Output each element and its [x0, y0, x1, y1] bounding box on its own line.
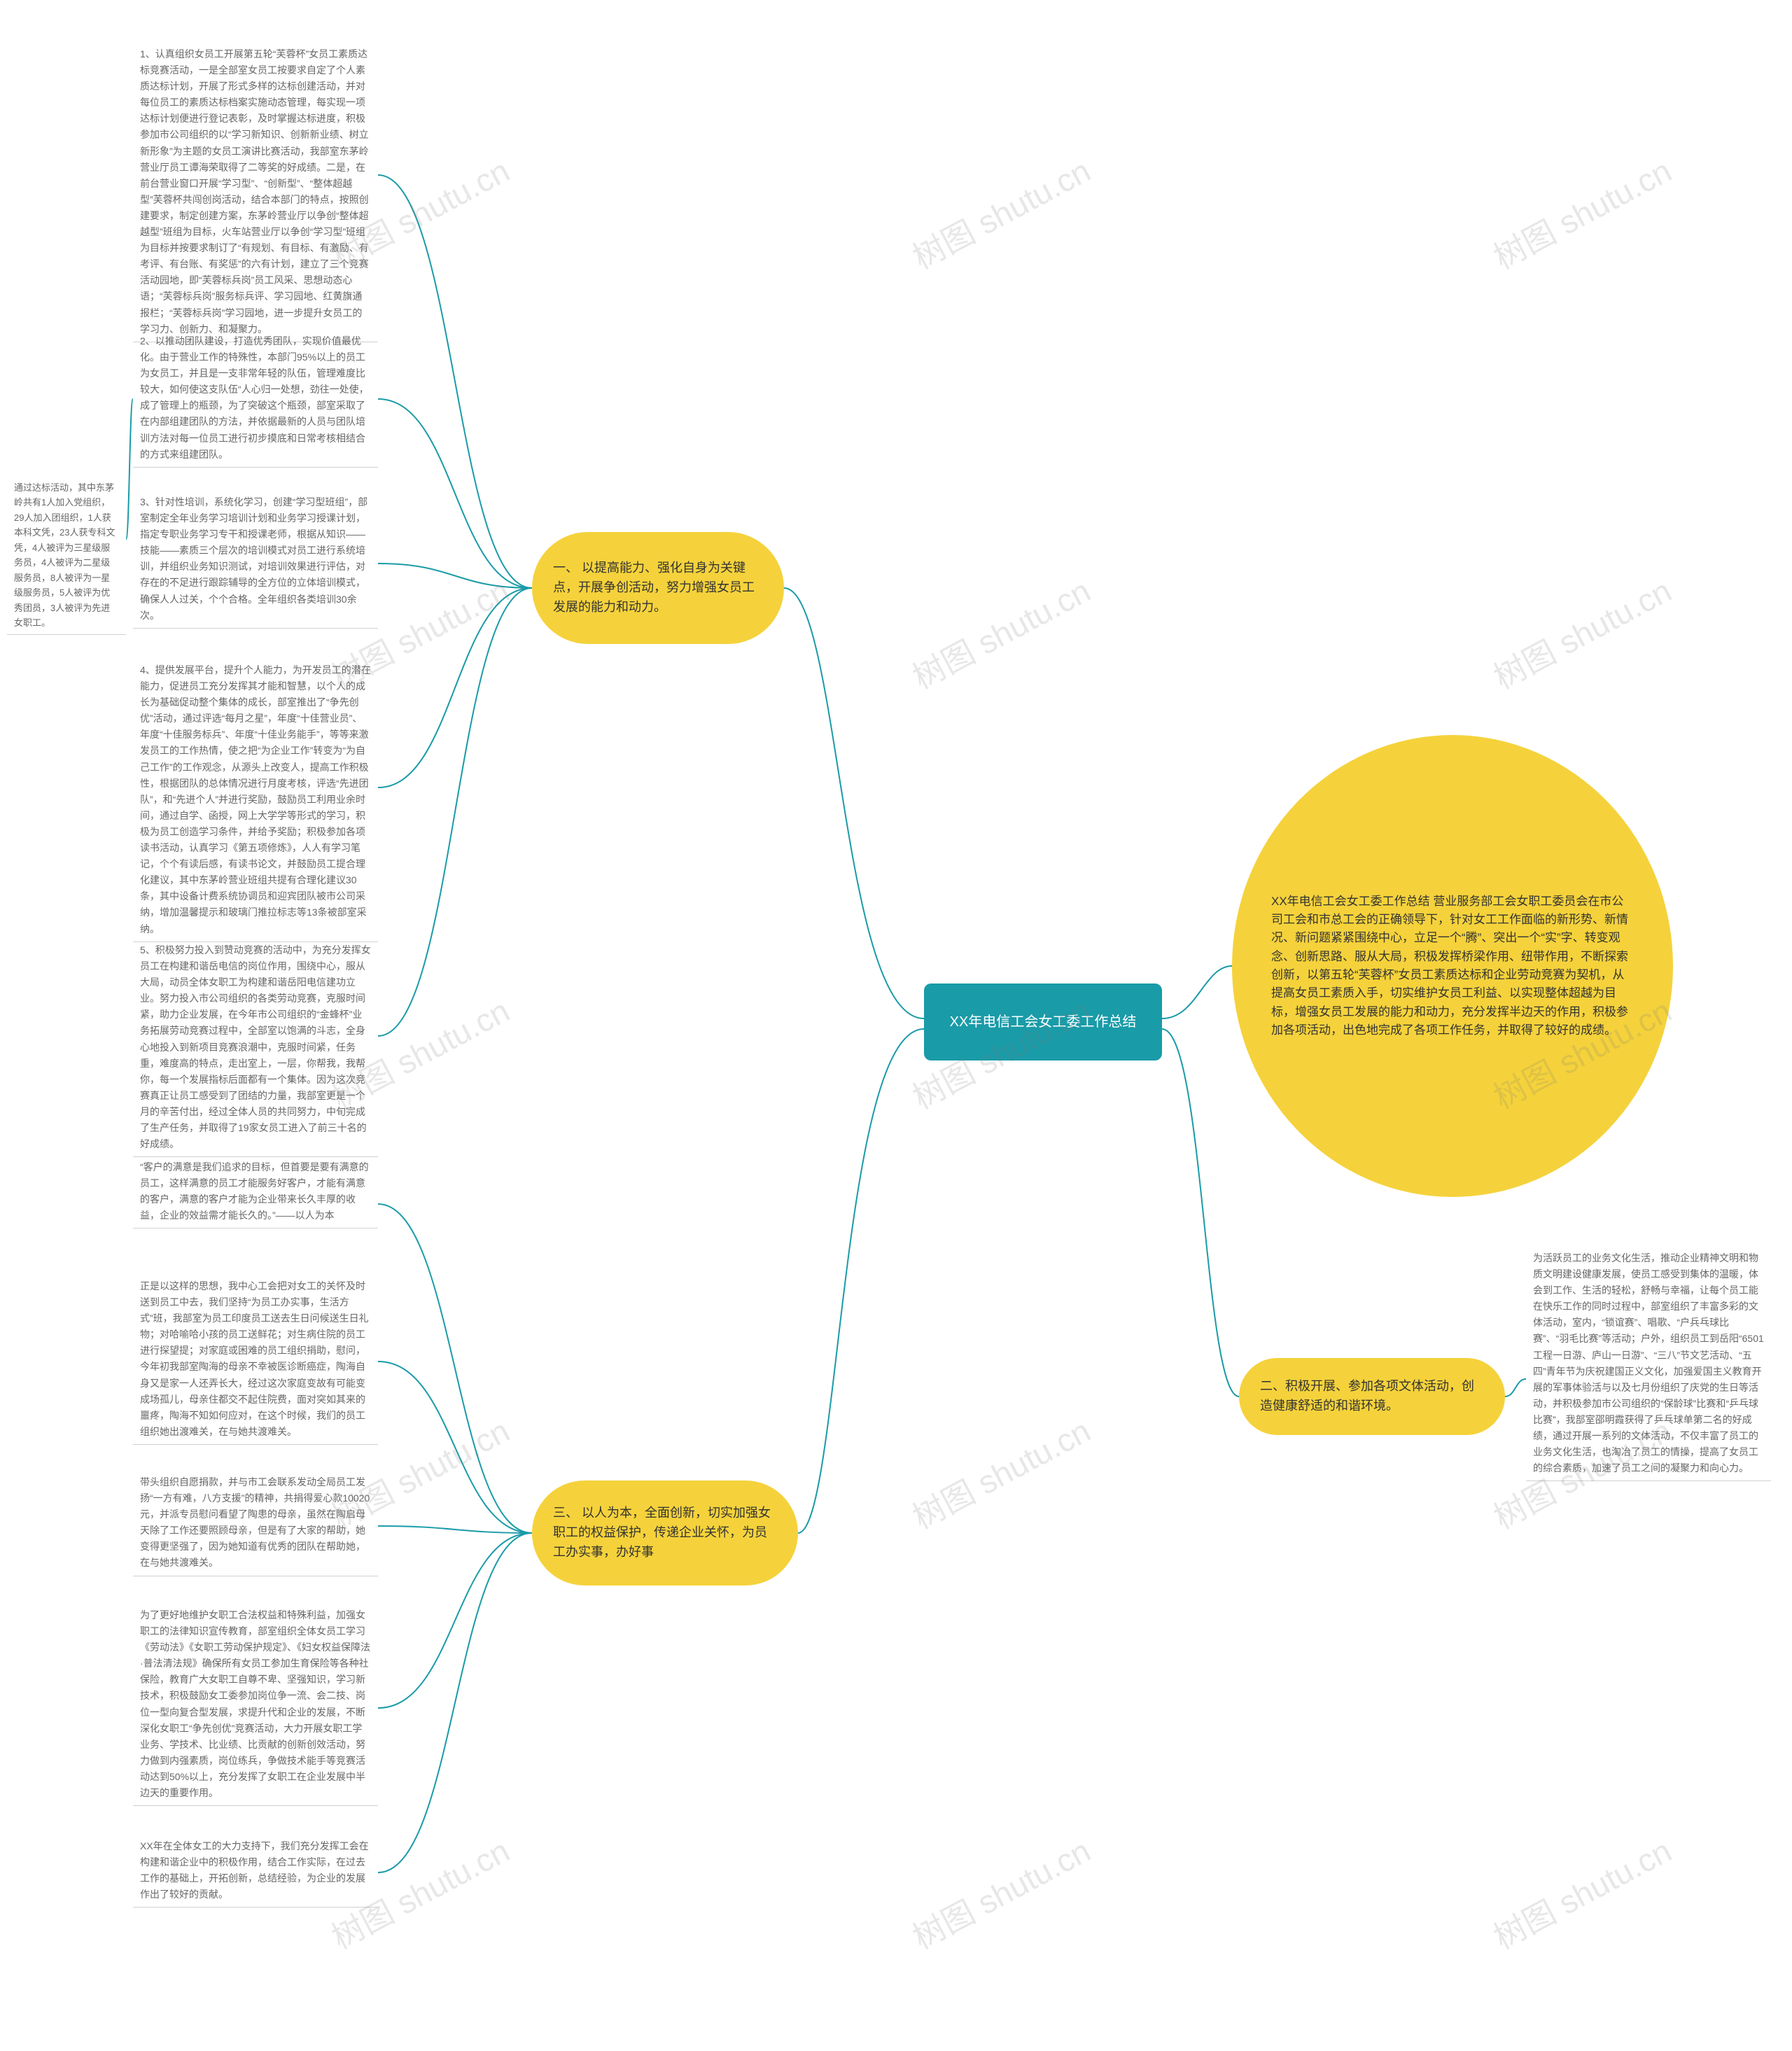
summary-oval: XX年电信工会女工委工作总结 营业服务部工会女职工委员会在市公司工会和市总工会的…: [1232, 735, 1673, 1197]
summary-text: XX年电信工会女工委工作总结 营业服务部工会女职工委员会在市公司工会和市总工会的…: [1271, 892, 1634, 1040]
branch-3-leaf-4: 为了更好地维护女职工合法权益和特殊利益，加强女职工的法律知识宣传教育，部室组织全…: [133, 1603, 378, 1806]
leaf-text: “客户的满意是我们追求的目标，但首要是要有满意的员工，这样满意的员工才能服务好客…: [140, 1161, 369, 1221]
leaf-text: 为了更好地维护女职工合法权益和特殊利益，加强女职工的法律知识宣传教育，部室组织全…: [140, 1609, 370, 1798]
branch-1: 一、 以提高能力、强化自身为关键点，开展争创活动，努力增强女员工发展的能力和动力…: [532, 532, 784, 644]
leaf-text: 带头组织自愿捐款，并与市工会联系发动全局员工发扬“一方有难，八方支援”的精神，共…: [140, 1476, 370, 1568]
branch-2-label: 二、积极开展、参加各项文体活动，创造健康舒适的和谐环境。: [1260, 1377, 1484, 1416]
leaf-text: 4、提供发展平台，提升个人能力，为开发员工的潜在能力，促进员工充分发挥其才能和智…: [140, 664, 371, 934]
leaf-text: 通过达标活动，其中东茅岭共有1人加入党组织，29人加入团组织，1人获本科文凭，2…: [14, 482, 115, 628]
branch-3-leaf-2: 正是以这样的思想，我中心工会把对女工的关怀及时送到员工中去，我们坚持“为员工办实…: [133, 1274, 378, 1445]
leaf-text: XX年在全体女工的大力支持下，我们充分发挥工会在构建和谐企业中的积极作用，结合工…: [140, 1840, 369, 1900]
branch-2: 二、积极开展、参加各项文体活动，创造健康舒适的和谐环境。: [1239, 1358, 1505, 1435]
branch-3-label: 三、 以人为本，全面创新，切实加强女职工的权益保护，传递企业关怀，为员工办实事，…: [553, 1504, 777, 1562]
branch-3: 三、 以人为本，全面创新，切实加强女职工的权益保护，传递企业关怀，为员工办实事，…: [532, 1480, 798, 1586]
root-label: XX年电信工会女工委工作总结: [950, 1011, 1137, 1033]
leaf-text: 1、认真组织女员工开展第五轮“芙蓉杯”女员工素质达标竞赛活动，一是全部室女员工按…: [140, 48, 369, 335]
branch-1-leaf-1: 1、认真组织女员工开展第五轮“芙蓉杯”女员工素质达标竞赛活动，一是全部室女员工按…: [133, 42, 378, 342]
leaf-text: 5、积极努力投入到赞动竞赛的活动中，为充分发挥女员工在构建和谐岳电信的岗位作用，…: [140, 944, 371, 1149]
branch-1-label: 一、 以提高能力、强化自身为关键点，开展争创活动，努力增强女员工发展的能力和动力…: [553, 559, 763, 617]
branch-3-leaf-5: XX年在全体女工的大力支持下，我们充分发挥工会在构建和谐企业中的积极作用，结合工…: [133, 1834, 378, 1907]
branch-3-leaf-1: “客户的满意是我们追求的目标，但首要是要有满意的员工，这样满意的员工才能服务好客…: [133, 1155, 378, 1228]
leaf-text: 2、以推动团队建设，打造优秀团队，实现价值最优化。由于营业工作的特殊性，本部门9…: [140, 335, 369, 460]
root-node: XX年电信工会女工委工作总结: [924, 983, 1162, 1060]
leaf-text: 正是以这样的思想，我中心工会把对女工的关怀及时送到员工中去，我们坚持“为员工办实…: [140, 1280, 369, 1437]
branch-1-leaf-4: 4、提供发展平台，提升个人能力，为开发员工的潜在能力，促进员工充分发挥其才能和智…: [133, 658, 378, 942]
branch-2-leaf-1: 为活跃员工的业务文化生活，推动企业精神文明和物质文明建设健康发展，使员工感受到集…: [1526, 1246, 1771, 1481]
leaf-text: 为活跃员工的业务文化生活，推动企业精神文明和物质文明建设健康发展，使员工感受到集…: [1533, 1252, 1764, 1474]
branch-1-leaf-5: 5、积极努力投入到赞动竞赛的活动中，为充分发挥女员工在构建和谐岳电信的岗位作用，…: [133, 938, 378, 1157]
branch-1-leaf-3: 3、针对性培训，系统化学习，创建“学习型班组”，部室制定全年业务学习培训计划和业…: [133, 490, 378, 629]
leaf-text: 3、针对性培训，系统化学习，创建“学习型班组”，部室制定全年业务学习培训计划和业…: [140, 496, 368, 621]
branch-1-leaf-2: 2、以推动团队建设，打造优秀团队，实现价值最优化。由于营业工作的特殊性，本部门9…: [133, 329, 378, 468]
branch-1-leaf-2-sidenote: 通过达标活动，其中东茅岭共有1人加入党组织，29人加入团组织，1人获本科文凭，2…: [7, 476, 126, 635]
branch-3-leaf-3: 带头组织自愿捐款，并与市工会联系发动全局员工发扬“一方有难，八方支援”的精神，共…: [133, 1470, 378, 1576]
